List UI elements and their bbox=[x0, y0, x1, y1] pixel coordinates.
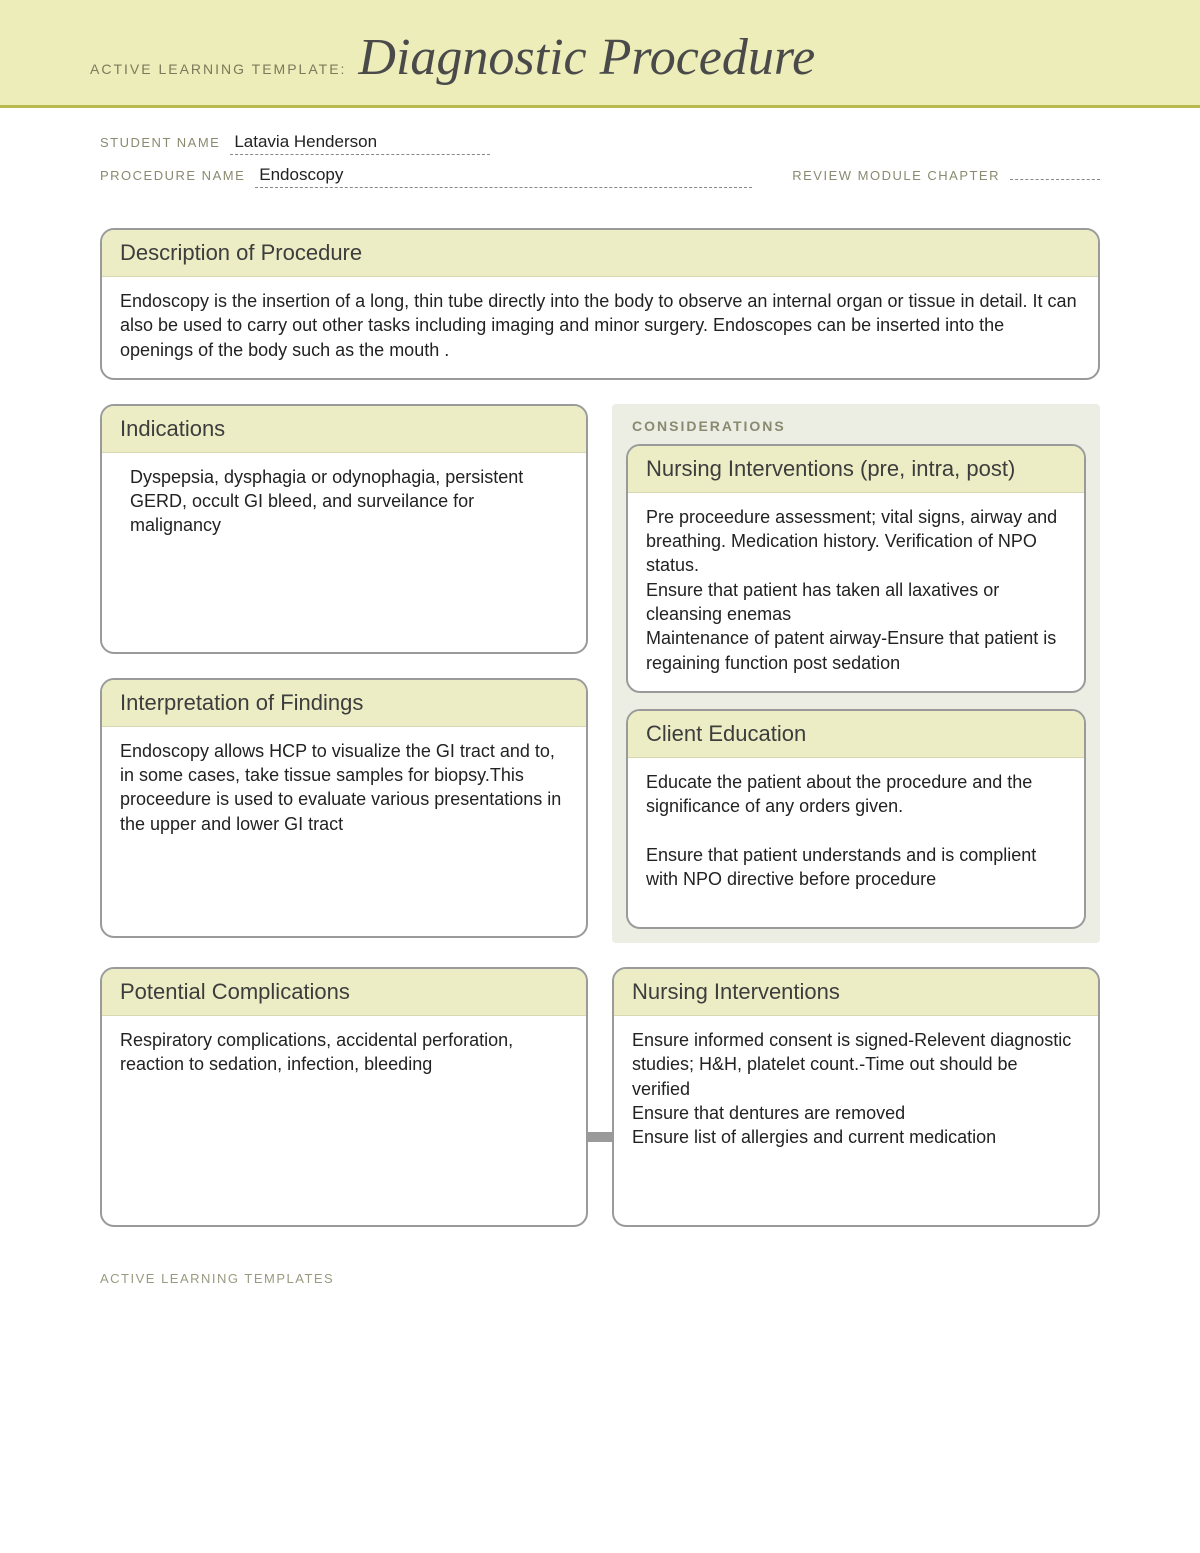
description-box: Description of Procedure Endoscopy is th… bbox=[100, 228, 1100, 380]
nursing-interventions-header: Nursing Interventions bbox=[614, 969, 1098, 1016]
connector bbox=[588, 967, 612, 1227]
client-education-header: Client Education bbox=[628, 711, 1084, 758]
client-education-body: Educate the patient about the procedure … bbox=[628, 758, 1084, 907]
considerations-label: CONSIDERATIONS bbox=[632, 418, 1086, 434]
banner-title: Diagnostic Procedure bbox=[358, 28, 815, 87]
complications-header: Potential Complications bbox=[102, 969, 586, 1016]
student-name-value: Latavia Henderson bbox=[230, 132, 490, 155]
nursing-pre-header: Nursing Interventions (pre, intra, post) bbox=[628, 446, 1084, 493]
indications-box: Indications Dyspepsia, dysphagia or odyn… bbox=[100, 404, 588, 654]
complications-body: Respiratory complications, accidental pe… bbox=[102, 1016, 586, 1093]
review-chapter-value bbox=[1010, 179, 1100, 180]
considerations-panel: CONSIDERATIONS Nursing Interventions (pr… bbox=[612, 404, 1100, 943]
student-name-label: STUDENT NAME bbox=[100, 135, 220, 150]
page: ACTIVE LEARNING TEMPLATE: Diagnostic Pro… bbox=[0, 0, 1200, 1326]
description-header: Description of Procedure bbox=[102, 230, 1098, 277]
client-education-box: Client Education Educate the patient abo… bbox=[626, 709, 1086, 929]
content-area: Description of Procedure Endoscopy is th… bbox=[0, 208, 1200, 1251]
nursing-pre-body: Pre proceedure assessment; vital signs, … bbox=[628, 493, 1084, 691]
review-chapter-label: REVIEW MODULE CHAPTER bbox=[792, 168, 1000, 183]
procedure-name-value: Endoscopy bbox=[255, 165, 752, 188]
nursing-pre-box: Nursing Interventions (pre, intra, post)… bbox=[626, 444, 1086, 693]
interpretation-box: Interpretation of Findings Endoscopy all… bbox=[100, 678, 588, 938]
interpretation-header: Interpretation of Findings bbox=[102, 680, 586, 727]
complications-box: Potential Complications Respiratory comp… bbox=[100, 967, 588, 1227]
description-body: Endoscopy is the insertion of a long, th… bbox=[102, 277, 1098, 378]
meta-section: STUDENT NAME Latavia Henderson PROCEDURE… bbox=[0, 108, 1200, 208]
footer-label: ACTIVE LEARNING TEMPLATES bbox=[0, 1251, 1200, 1286]
banner-prefix: ACTIVE LEARNING TEMPLATE: bbox=[90, 61, 346, 77]
connector-bar bbox=[588, 1132, 612, 1142]
procedure-name-label: PROCEDURE NAME bbox=[100, 168, 245, 183]
banner: ACTIVE LEARNING TEMPLATE: Diagnostic Pro… bbox=[0, 0, 1200, 108]
nursing-interventions-box: Nursing Interventions Ensure informed co… bbox=[612, 967, 1100, 1227]
indications-header: Indications bbox=[102, 406, 586, 453]
interpretation-body: Endoscopy allows HCP to visualize the GI… bbox=[102, 727, 586, 852]
indications-body: Dyspepsia, dysphagia or odynophagia, per… bbox=[102, 453, 586, 554]
nursing-interventions-body: Ensure informed consent is signed-Releve… bbox=[614, 1016, 1098, 1165]
